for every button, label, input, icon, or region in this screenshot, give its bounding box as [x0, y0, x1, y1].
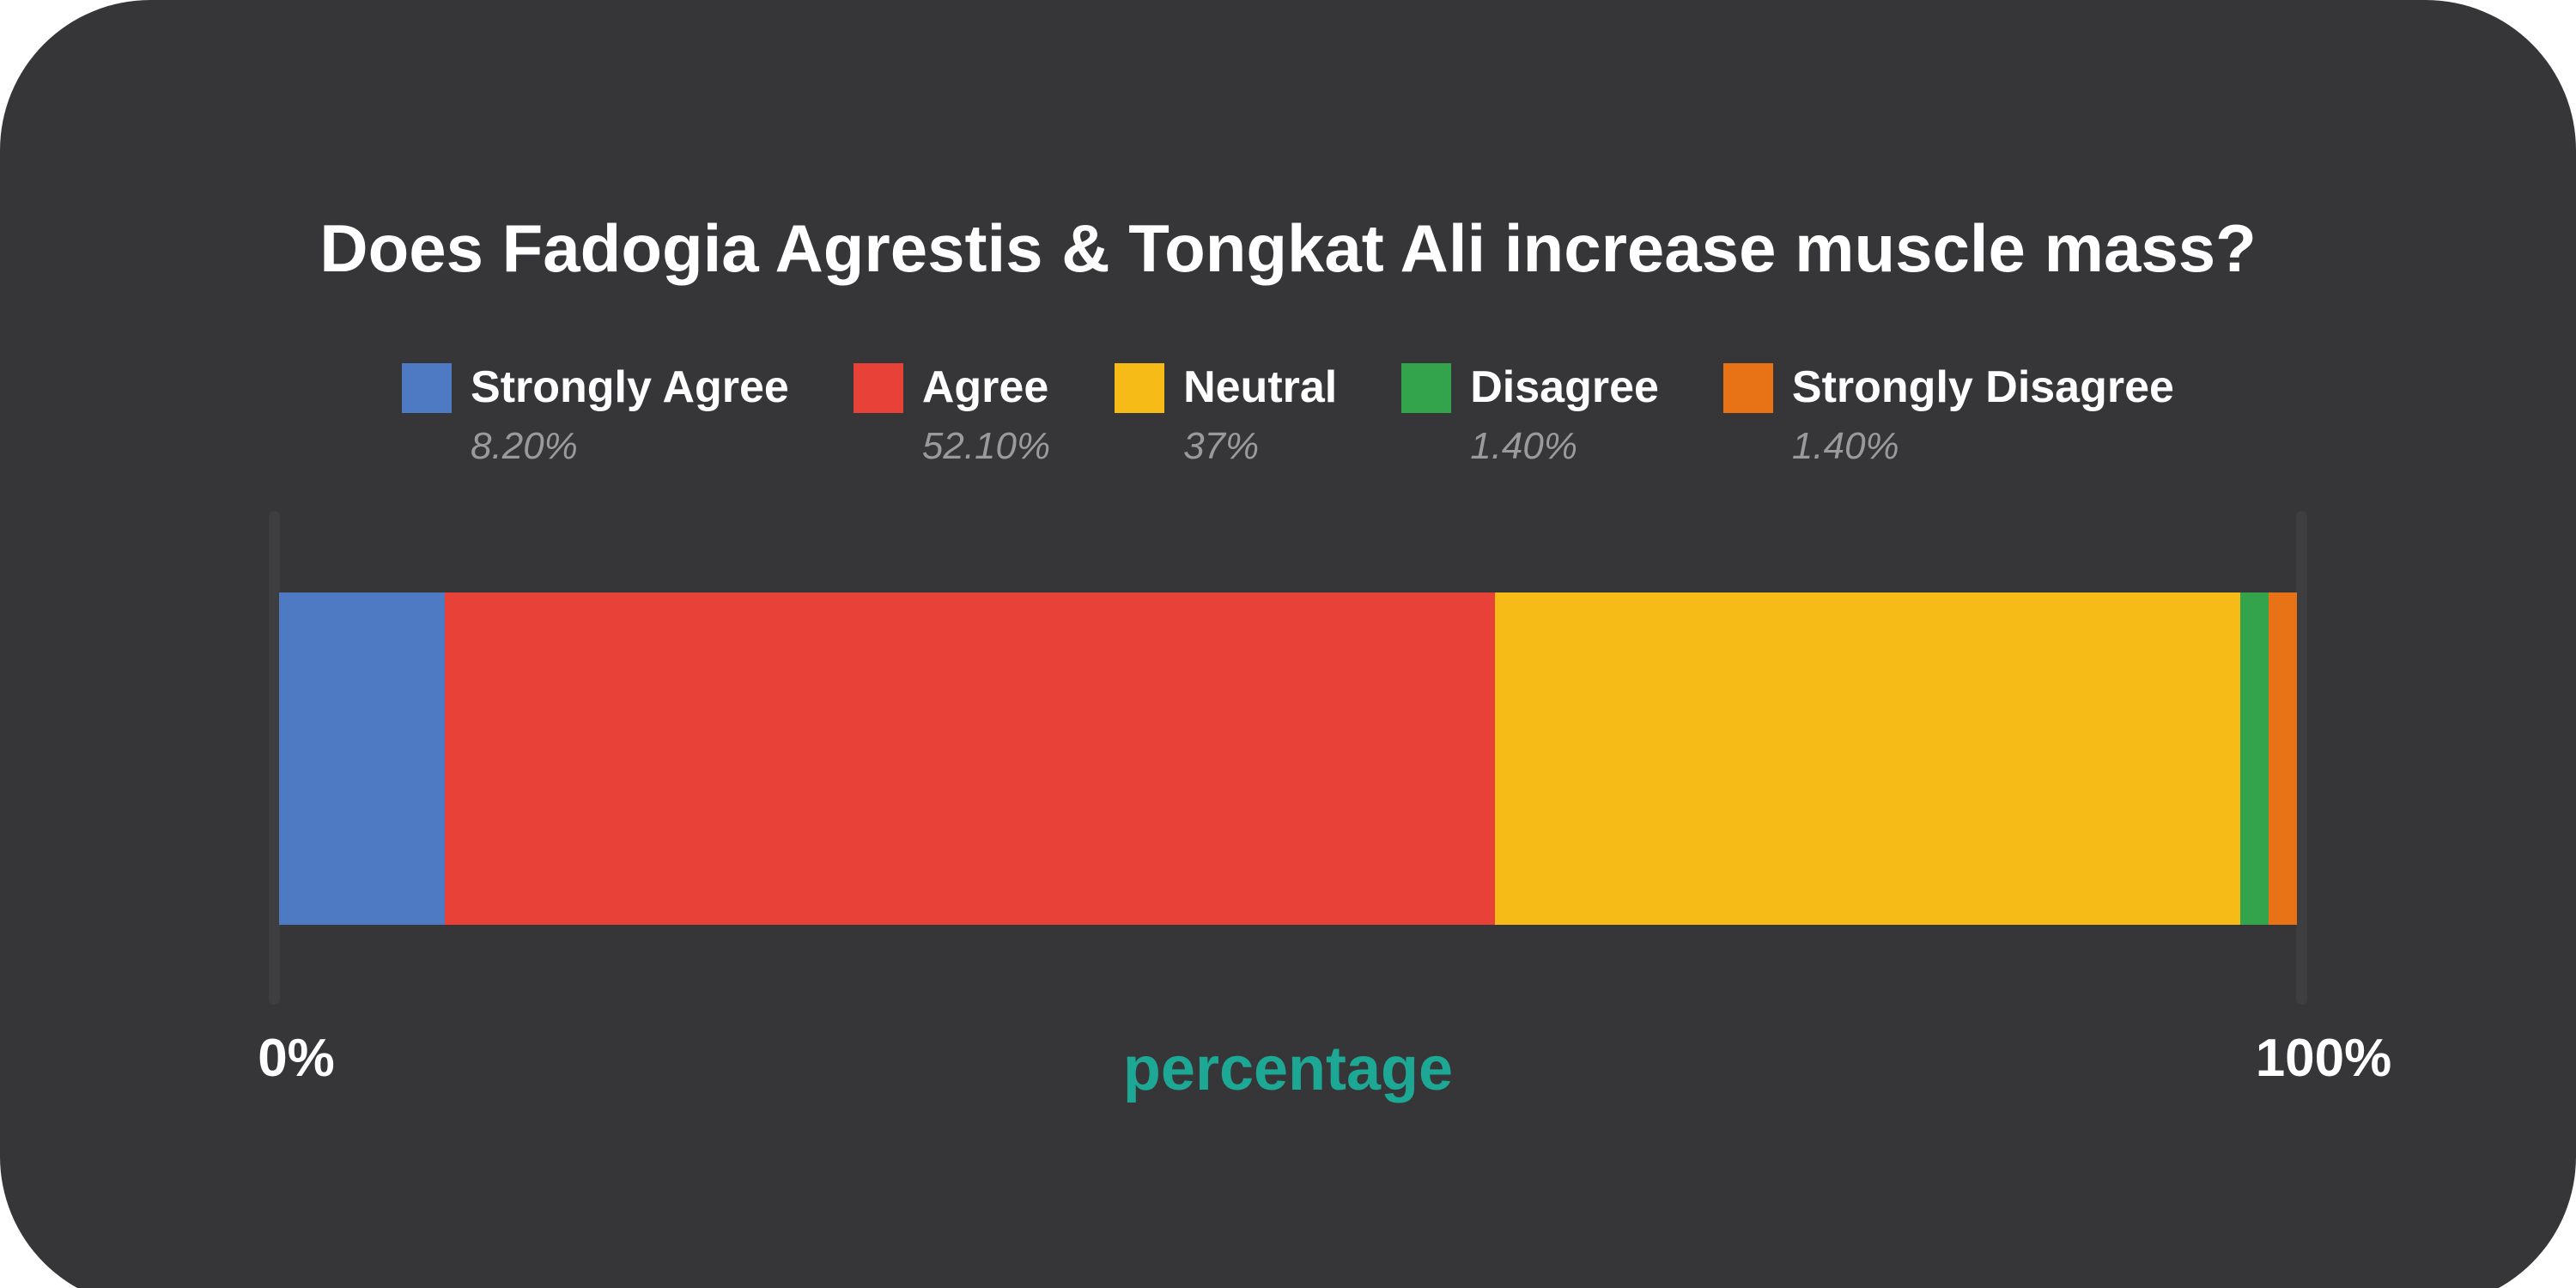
bar-segment-disagree: [2240, 592, 2269, 925]
legend-label: Agree: [921, 362, 1049, 412]
legend-value: 37%: [1183, 425, 1260, 467]
legend-swatch-strongly-agree: [402, 363, 453, 413]
bar-segment-neutral: [1494, 592, 2241, 925]
legend-item-agree: Agree 52.10%: [853, 361, 1051, 467]
legend-value: 1.40%: [1791, 425, 1899, 467]
legend-item-strongly-disagree: Strongly Disagree 1.40%: [1722, 361, 2174, 467]
axis-tick-100-percent: [2296, 511, 2307, 1005]
bar-segment-strongly-agree: [279, 592, 445, 925]
chart-title: Does Fadogia Agrestis & Tongkat Ali incr…: [319, 210, 2257, 286]
legend-item-strongly-agree: Strongly Agree 8.20%: [402, 361, 789, 466]
legend-swatch-disagree: [1401, 363, 1452, 413]
legend-item-disagree: Disagree 1.40%: [1401, 361, 1659, 466]
legend-value: 8.20%: [471, 425, 578, 467]
legend-swatch-strongly-disagree: [1722, 363, 1773, 413]
legend-label: Disagree: [1470, 362, 1659, 412]
x-axis-title: percentage: [1122, 1035, 1454, 1103]
legend-value: 1.40%: [1470, 425, 1577, 467]
stacked-bar: [279, 592, 2297, 925]
legend-item-neutral: Neutral 37%: [1115, 361, 1337, 466]
axis-tick-0-percent: [269, 511, 280, 1005]
legend-swatch-neutral: [1115, 363, 1165, 413]
legend: Strongly Agree 8.20% Agree 52.10% Neutral 37%…: [0, 361, 2576, 466]
legend-value: 52.10%: [921, 425, 1051, 467]
legend-label: Neutral: [1183, 362, 1338, 412]
axis-label-max: 100%: [2255, 1029, 2392, 1088]
legend-label: Strongly Disagree: [1791, 362, 2174, 412]
bar-segment-agree: [444, 592, 1495, 925]
axis-label-min: 0%: [258, 1029, 335, 1088]
legend-label: Strongly Agree: [471, 362, 789, 412]
legend-swatch-agree: [853, 363, 903, 413]
bar-segment-strongly-disagree: [2269, 592, 2297, 925]
